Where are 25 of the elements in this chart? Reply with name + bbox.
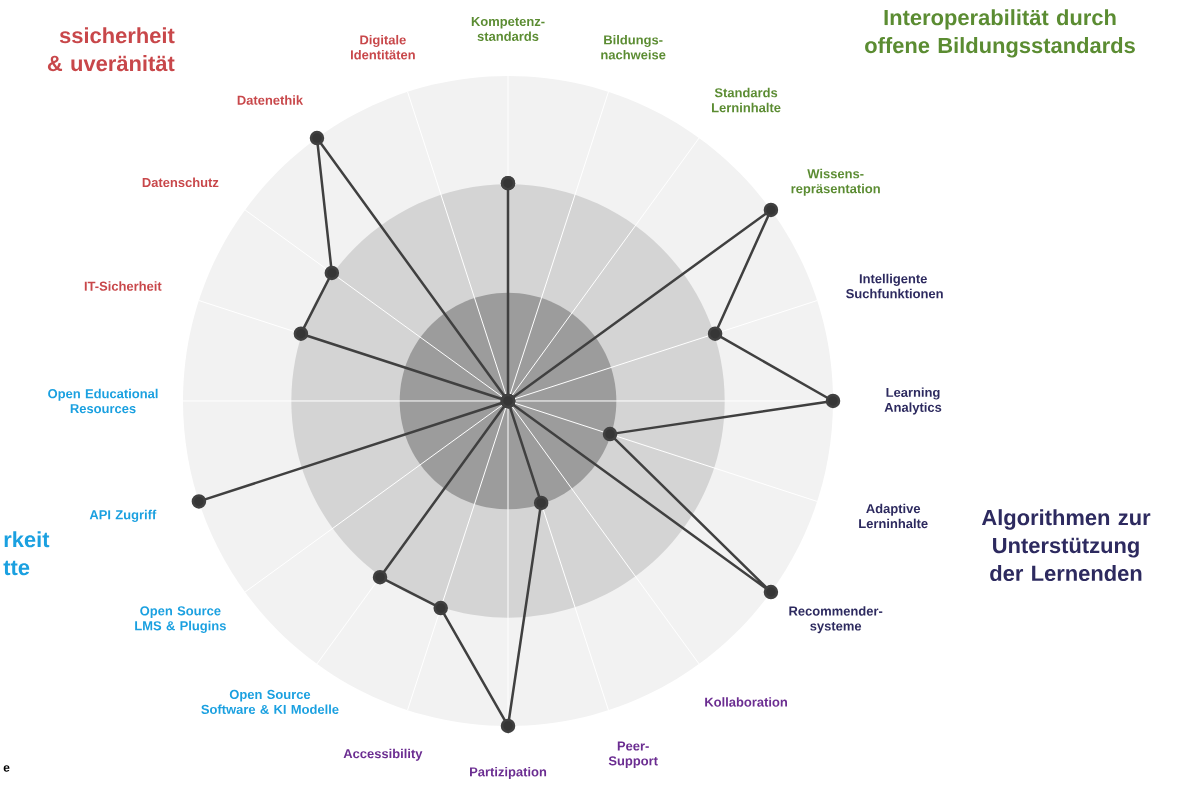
spoke-label: Adaptive Lerninhalte: [859, 503, 928, 529]
spoke-label: Learning Analytics: [884, 387, 942, 415]
spoke-label: IT-Sicherheit: [84, 281, 162, 291]
text: e: [3, 765, 10, 772]
spoke-label: Recommender- systeme: [789, 606, 883, 634]
spoke-label: Open Source Software & KI Modelle: [201, 689, 339, 714]
spoke-label: Peer- Support: [608, 741, 658, 769]
spoke-label: Open Source LMS & Plugins: [135, 606, 226, 634]
spoke-label: Kollaboration: [705, 697, 787, 707]
spoke-label: API Zugriff: [89, 509, 157, 522]
spoke-label: Intelligente Suchfunktionen: [846, 273, 943, 299]
text: ssicherheit & uveränität: [47, 27, 175, 72]
spoke-label: Bildungs- nachweise: [601, 34, 666, 60]
text: Algorithmen zur Unterstützung der Lernenden: [981, 509, 1151, 582]
spoke-label: Datenethik: [237, 95, 304, 105]
spoke-label: Partizipation: [470, 766, 547, 780]
text: rkeit tte: [3, 531, 50, 576]
spoke-label: Wissens- repräsentation: [791, 168, 880, 196]
spoke-label: Digitale Identitäten: [350, 34, 415, 60]
spoke-label: Standards Lerninhalte: [712, 87, 781, 113]
spoke-label: Open Educational Resources: [48, 388, 158, 414]
spoke-label: Datenschutz: [142, 177, 219, 188]
text: Interoperabilität durch offene Bildungsstandards: [865, 9, 1135, 58]
spoke-label: Accessibility: [343, 748, 423, 761]
spoke-label: Kompetenz- standards: [471, 16, 545, 41]
